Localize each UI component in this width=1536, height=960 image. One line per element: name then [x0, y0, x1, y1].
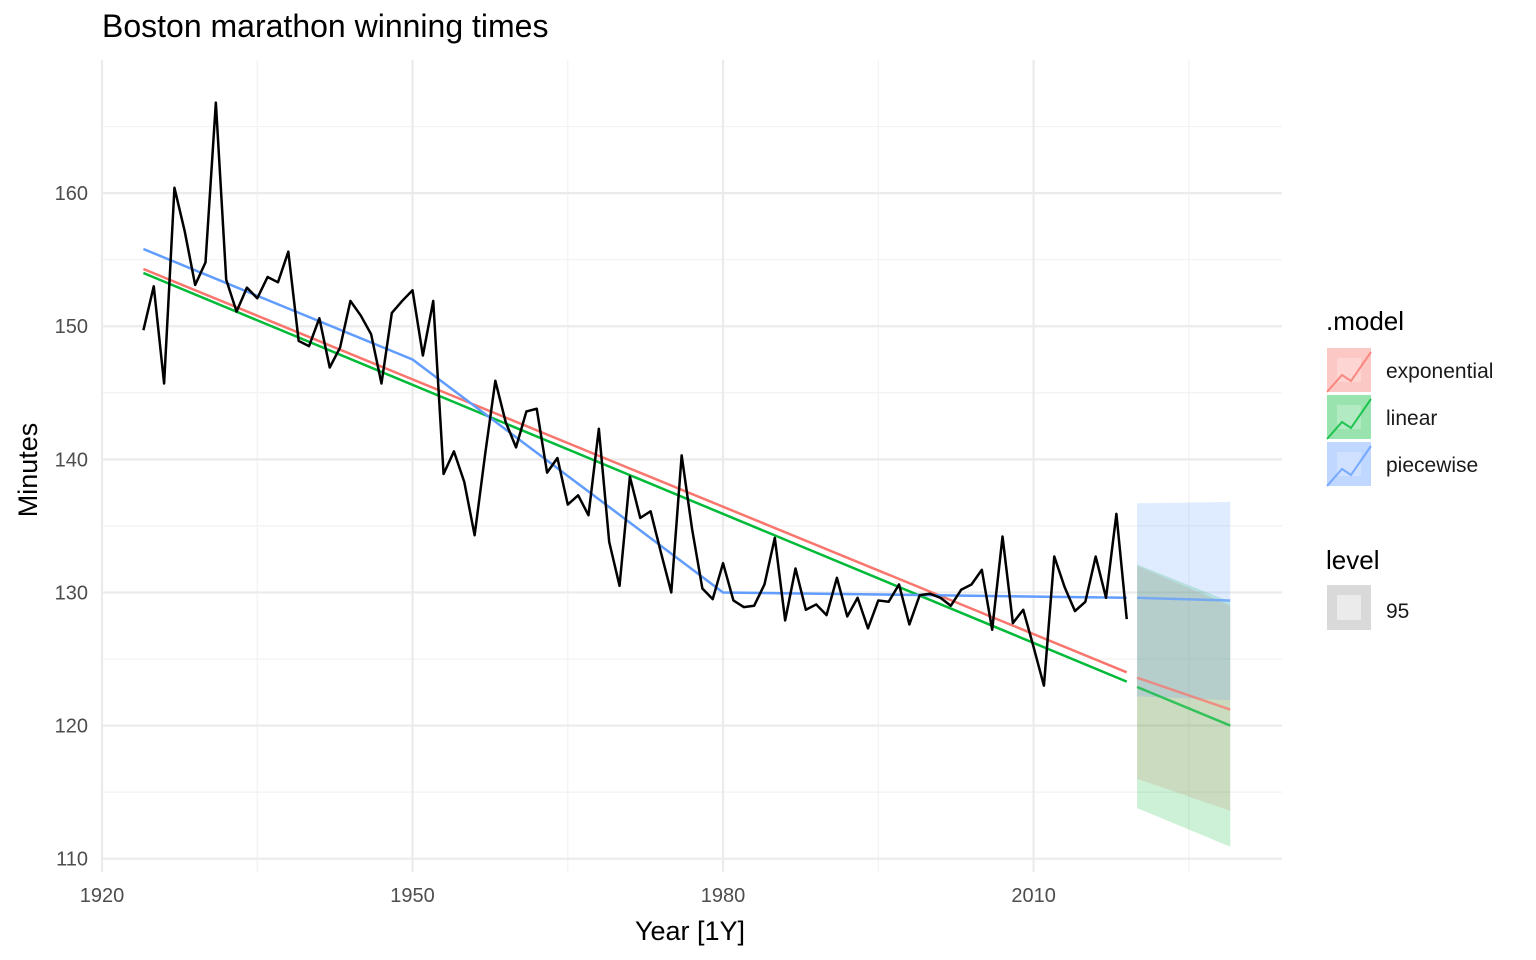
- fitted-line-piecewise: [142, 247, 1127, 600]
- x-axis-label: Year [1Y]: [635, 916, 745, 946]
- y-axis-label: Minutes: [13, 423, 43, 518]
- interval-band-exponential: [1137, 565, 1231, 811]
- x-tick-labels: 1920 1950 1980 2010: [80, 885, 1056, 907]
- legend-model-items: exponential linear piecewise: [1326, 348, 1493, 487]
- x-tick-label: 2010: [1011, 885, 1056, 907]
- y-tick-label: 110: [56, 849, 88, 871]
- observed-series: [142, 101, 1128, 687]
- legend-label-linear: linear: [1386, 407, 1437, 430]
- legend-level-label: 95: [1386, 600, 1409, 623]
- x-tick-label: 1920: [80, 885, 125, 907]
- legend-label-exponential: exponential: [1386, 360, 1493, 383]
- grid-major: [100, 60, 1282, 872]
- legend-key-line-exponential: [1326, 351, 1372, 393]
- legend-key-inner-piecewise: [1337, 452, 1361, 476]
- y-tick-label: 160: [55, 183, 88, 205]
- y-tick-labels: 110 120 130 140 150 160: [55, 183, 88, 871]
- x-tick-label: 1980: [701, 885, 746, 907]
- legend-title-model: .model: [1326, 306, 1404, 336]
- legend-key-inner-linear: [1337, 405, 1361, 429]
- observed-line: [142, 101, 1128, 687]
- x-tick-label: 1950: [390, 885, 435, 907]
- fitted-line-exponential: [142, 267, 1128, 674]
- y-tick-label: 130: [55, 582, 88, 604]
- fitted-lines: [142, 247, 1128, 683]
- y-tick-label: 140: [55, 449, 88, 471]
- forecast-lines: [1136, 596, 1231, 727]
- legend-label-piecewise: piecewise: [1386, 454, 1478, 477]
- y-tick-label: 120: [55, 716, 88, 738]
- legend-key-line-linear: [1326, 398, 1372, 440]
- forecast-line-piecewise: [1137, 596, 1231, 602]
- interval-band-piecewise: [1137, 501, 1231, 701]
- forecast-intervals: [1137, 501, 1231, 847]
- y-tick-label: 150: [55, 316, 88, 338]
- forecast-line-linear: [1136, 685, 1231, 727]
- grid-minor: [102, 60, 1282, 872]
- legend-key-inner-exponential: [1337, 358, 1361, 382]
- fitted-line-linear: [142, 271, 1128, 683]
- legend-level-key-inner: [1337, 595, 1361, 620]
- legend-title-level: level: [1326, 545, 1379, 575]
- forecast-line-exponential: [1136, 676, 1231, 711]
- chart-title: Boston marathon winning times: [102, 8, 549, 44]
- legend-key-line-piecewise: [1326, 445, 1372, 487]
